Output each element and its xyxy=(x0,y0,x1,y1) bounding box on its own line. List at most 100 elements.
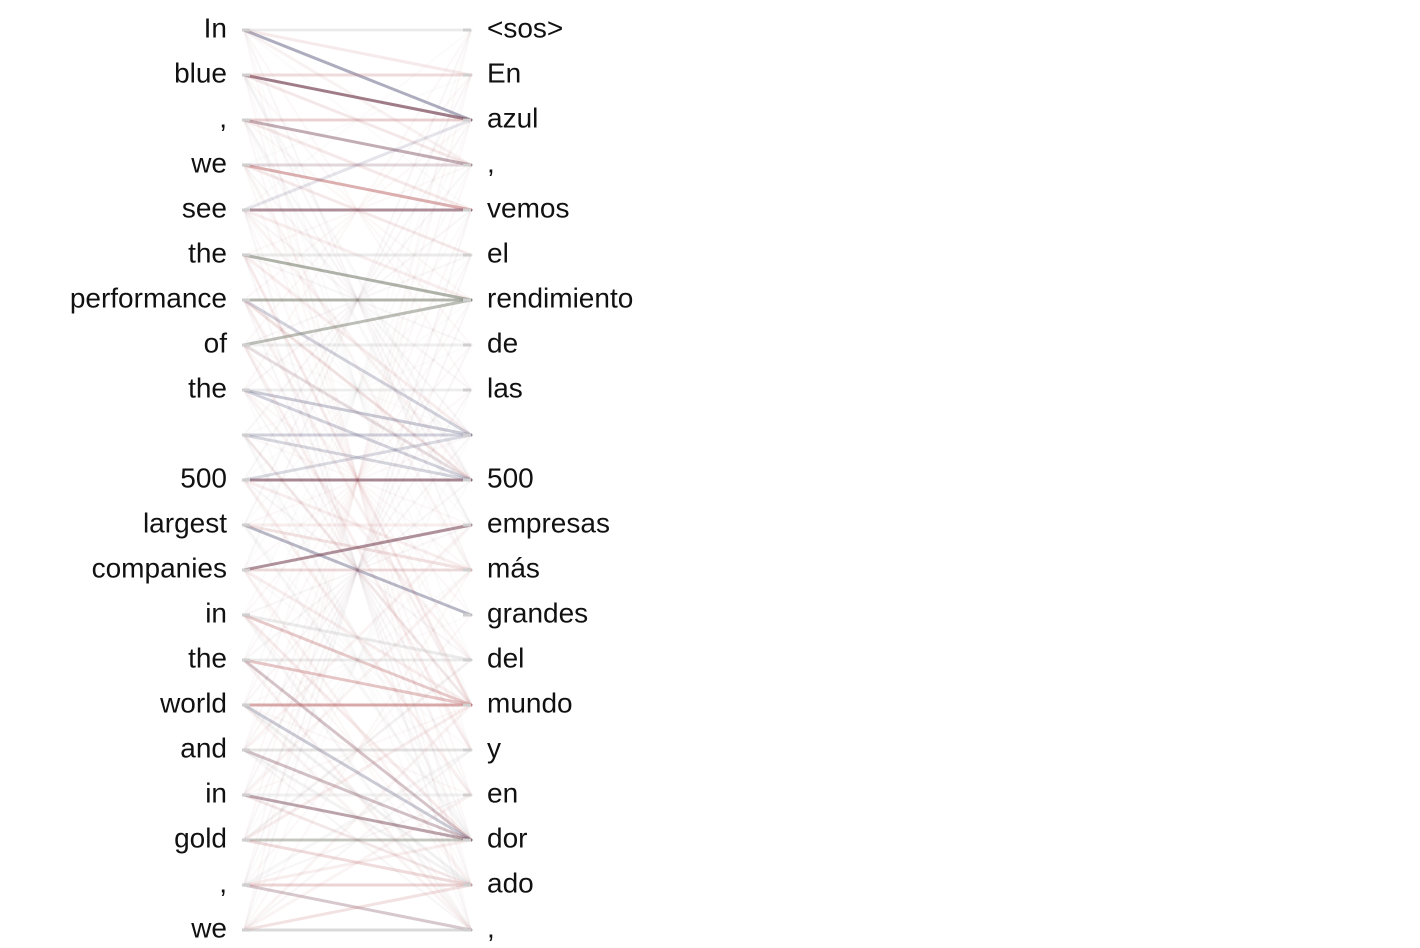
source-token: in xyxy=(205,777,227,808)
alignment-link xyxy=(242,703,473,842)
alignment-link xyxy=(242,163,473,212)
faint-link xyxy=(243,344,472,796)
alignment-link xyxy=(242,343,473,482)
source-token: the xyxy=(188,642,227,673)
source-token: in xyxy=(205,597,227,628)
faint-link xyxy=(243,29,472,211)
source-token: gold xyxy=(174,822,227,853)
faint-link xyxy=(243,704,472,796)
faint-link xyxy=(243,389,472,751)
faint-link xyxy=(243,749,472,931)
alignment-link xyxy=(242,523,473,752)
faint-link xyxy=(243,209,472,571)
target-token: del xyxy=(487,642,524,673)
source-token: blue xyxy=(174,57,227,88)
faint-link xyxy=(243,524,472,616)
alignment-link xyxy=(242,568,473,797)
source-token: we xyxy=(190,147,227,178)
faint-link xyxy=(243,74,472,706)
faint-link xyxy=(243,254,472,886)
target-token: vemos xyxy=(487,192,569,223)
target-token: en xyxy=(487,777,518,808)
faint-link xyxy=(243,74,472,166)
faint-link xyxy=(243,659,472,841)
faint-link xyxy=(243,524,472,616)
alignment-link xyxy=(242,208,473,302)
alignment-link xyxy=(242,118,473,212)
target-token: 500 xyxy=(487,462,534,493)
alignment-link xyxy=(242,388,473,437)
alignment-link xyxy=(242,73,473,122)
faint-link xyxy=(243,434,472,886)
alignment-link xyxy=(242,793,473,887)
alignment-link xyxy=(242,793,473,842)
source-token: , xyxy=(219,102,227,133)
alignment-links xyxy=(242,28,473,932)
faint-link xyxy=(243,29,472,751)
source-token: and xyxy=(180,732,227,763)
alignment-link xyxy=(242,478,473,797)
source-token: the xyxy=(188,237,227,268)
target-token: rendimiento xyxy=(487,282,633,313)
faint-link xyxy=(243,479,472,661)
target-token: y xyxy=(487,732,501,763)
target-token: grandes xyxy=(487,597,588,628)
source-token: , xyxy=(219,867,227,898)
faint-link xyxy=(243,299,472,841)
target-token: <sos> xyxy=(487,12,563,43)
alignment-link xyxy=(242,523,473,842)
alignment-link xyxy=(242,298,473,482)
source-token: see xyxy=(182,192,227,223)
alignment-link xyxy=(242,118,473,212)
alignment-link xyxy=(242,748,473,842)
alignment-link xyxy=(242,298,473,347)
faint-link xyxy=(243,209,472,571)
target-token: mundo xyxy=(487,687,573,718)
faint-link xyxy=(243,614,472,886)
alignment-link xyxy=(242,568,473,707)
faint-link xyxy=(243,344,472,796)
alignment-link xyxy=(242,298,473,707)
faint-link xyxy=(243,479,472,661)
target-token: azul xyxy=(487,102,538,133)
faint-link xyxy=(243,794,472,886)
alignment-link xyxy=(242,253,473,302)
target-token: En xyxy=(487,57,521,88)
alignment-link xyxy=(242,433,473,482)
alignment-link xyxy=(242,523,473,617)
faint-link xyxy=(243,74,472,706)
target-token: dor xyxy=(487,822,527,853)
faint-link xyxy=(243,524,472,796)
faint-link xyxy=(243,704,472,796)
faint-link xyxy=(243,164,472,616)
alignment-link xyxy=(242,433,473,842)
faint-link xyxy=(243,569,472,751)
alignment-link xyxy=(242,433,473,482)
alignment-link xyxy=(242,298,473,437)
target-token: más xyxy=(487,552,540,583)
source-token: performance xyxy=(70,282,227,313)
faint-link xyxy=(243,569,472,931)
target-token: las xyxy=(487,372,523,403)
alignment-link xyxy=(242,208,473,482)
faint-link xyxy=(243,299,472,841)
faint-link xyxy=(243,299,472,481)
source-token: world xyxy=(159,687,227,718)
alignment-link xyxy=(242,163,473,572)
faint-link xyxy=(243,74,472,166)
faint-link xyxy=(243,614,472,706)
alignment-link xyxy=(242,883,473,932)
source-token: of xyxy=(204,327,228,358)
faint-link xyxy=(243,299,472,481)
faint-link xyxy=(243,614,472,886)
alignment-link xyxy=(242,703,473,887)
alignment-link xyxy=(242,523,473,572)
faint-link xyxy=(243,29,472,211)
faint-link xyxy=(243,434,472,886)
source-token: companies xyxy=(92,552,227,583)
source-token: 500 xyxy=(180,462,227,493)
alignment-link xyxy=(242,478,473,572)
alignment-link xyxy=(242,118,473,167)
target-token: empresas xyxy=(487,507,610,538)
